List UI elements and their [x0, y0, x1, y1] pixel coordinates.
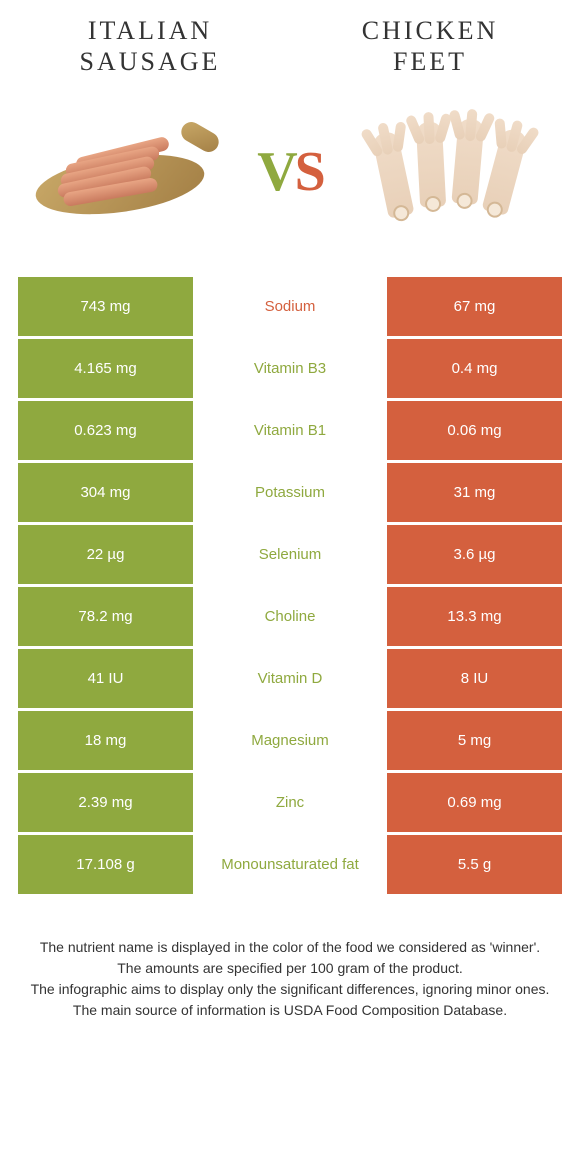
left-value: 4.165 mg — [18, 339, 193, 398]
left-value: 0.623 mg — [18, 401, 193, 460]
footer-notes: The nutrient name is displayed in the co… — [0, 897, 580, 1021]
left-value: 41 IU — [18, 649, 193, 708]
header: ITALIANSAUSAGE CHICKENFEET — [0, 0, 580, 77]
right-value: 31 mg — [387, 463, 562, 522]
footer-line: The main source of information is USDA F… — [30, 1000, 550, 1021]
left-value: 22 µg — [18, 525, 193, 584]
table-row: 17.108 gMonounsaturated fat5.5 g — [18, 835, 562, 894]
right-value: 5.5 g — [387, 835, 562, 894]
table-row: 0.623 mgVitamin B10.06 mg — [18, 401, 562, 460]
images-row: VS — [0, 77, 580, 277]
nutrient-label: Monounsaturated fat — [196, 835, 384, 894]
right-value: 13.3 mg — [387, 587, 562, 646]
left-value: 304 mg — [18, 463, 193, 522]
table-row: 743 mgSodium67 mg — [18, 277, 562, 336]
left-value: 2.39 mg — [18, 773, 193, 832]
right-value: 67 mg — [387, 277, 562, 336]
footer-line: The amounts are specified per 100 gram o… — [30, 958, 550, 979]
right-value: 0.06 mg — [387, 401, 562, 460]
right-value: 3.6 µg — [387, 525, 562, 584]
right-value: 0.4 mg — [387, 339, 562, 398]
left-value: 18 mg — [18, 711, 193, 770]
table-row: 78.2 mgCholine13.3 mg — [18, 587, 562, 646]
left-value: 78.2 mg — [18, 587, 193, 646]
nutrient-label: Selenium — [196, 525, 384, 584]
table-row: 2.39 mgZinc0.69 mg — [18, 773, 562, 832]
footer-line: The nutrient name is displayed in the co… — [30, 937, 550, 958]
right-value: 8 IU — [387, 649, 562, 708]
nutrient-label: Sodium — [196, 277, 384, 336]
nutrient-label: Zinc — [196, 773, 384, 832]
footer-line: The infographic aims to display only the… — [30, 979, 550, 1000]
right-value: 5 mg — [387, 711, 562, 770]
chicken-feet-image — [350, 102, 550, 242]
nutrient-label: Magnesium — [196, 711, 384, 770]
nutrient-label: Vitamin B1 — [196, 401, 384, 460]
table-row: 4.165 mgVitamin B30.4 mg — [18, 339, 562, 398]
table-row: 18 mgMagnesium5 mg — [18, 711, 562, 770]
left-value: 743 mg — [18, 277, 193, 336]
nutrient-table: 743 mgSodium67 mg4.165 mgVitamin B30.4 m… — [18, 277, 562, 894]
table-row: 22 µgSelenium3.6 µg — [18, 525, 562, 584]
left-value: 17.108 g — [18, 835, 193, 894]
nutrient-label: Vitamin D — [196, 649, 384, 708]
nutrient-label: Vitamin B3 — [196, 339, 384, 398]
italian-sausage-image — [30, 102, 230, 242]
nutrient-label: Choline — [196, 587, 384, 646]
right-food-title: CHICKENFEET — [320, 15, 540, 77]
left-food-title: ITALIANSAUSAGE — [40, 15, 260, 77]
table-row: 304 mgPotassium31 mg — [18, 463, 562, 522]
vs-label: VS — [257, 140, 323, 204]
nutrient-label: Potassium — [196, 463, 384, 522]
right-value: 0.69 mg — [387, 773, 562, 832]
table-row: 41 IUVitamin D8 IU — [18, 649, 562, 708]
